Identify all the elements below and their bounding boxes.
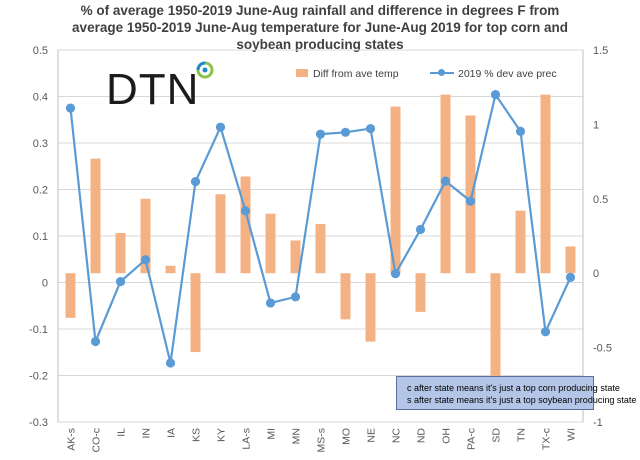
category-tick-label: MN: [291, 428, 303, 444]
title-line-2: average 1950-2019 June-Aug temperature f…: [72, 20, 568, 35]
temp-bar: [390, 106, 401, 274]
left-axis-tick-label: 0.2: [33, 185, 48, 197]
title-line-1: % of average 1950-2019 June-Aug rainfall…: [80, 3, 560, 18]
temp-bar: [190, 273, 201, 353]
category-tick-label: OH: [441, 428, 453, 444]
temp-bar: [65, 273, 76, 318]
category-tick-label: TN: [516, 428, 528, 442]
prec-point: [515, 126, 526, 136]
left-axis-tick-label: 0.1: [33, 231, 48, 243]
note-box: c after state means it's just a top corn…: [396, 376, 637, 410]
prec-point: [265, 298, 276, 308]
left-axis-tick-label: 0: [42, 278, 48, 290]
category-tick-label: IN: [141, 428, 153, 439]
category-tick-label: NC: [391, 428, 403, 444]
category-tick-label: MO: [341, 428, 353, 445]
prec-point: [565, 272, 576, 282]
right-axis-tick-label: -0.5: [593, 343, 612, 355]
prec-point: [290, 292, 301, 302]
temp-bar: [165, 265, 176, 274]
note-line-2: s after state means it's just a top soyb…: [407, 395, 637, 405]
prec-point: [90, 336, 101, 347]
category-tick-label: ND: [416, 428, 428, 444]
legend-label-prec: 2019 % dev ave prec: [458, 68, 557, 80]
prec-point: [165, 358, 176, 368]
temp-bar: [415, 273, 426, 312]
prec-point: [315, 129, 326, 139]
category-tick-label: AK-s: [66, 428, 78, 451]
temp-bar: [515, 210, 526, 274]
chart-title: % of average 1950-2019 June-Aug rainfall…: [0, 2, 640, 53]
left-axis-tick-label: -0.3: [29, 417, 48, 429]
category-tick-label: WI: [566, 428, 578, 441]
prec-point: [365, 123, 376, 134]
temp-bar: [565, 246, 576, 274]
temperature-bars: [65, 94, 576, 408]
prec-point: [215, 122, 226, 132]
temp-bar: [265, 213, 276, 274]
temp-bar: [540, 94, 551, 274]
right-axis-tick-label: 1.5: [593, 45, 608, 57]
precipitation-line: [65, 90, 576, 368]
temp-bar: [215, 194, 226, 274]
right-axis-tick-label: 0.5: [593, 194, 608, 206]
temp-bar: [240, 176, 251, 274]
prec-point: [465, 196, 476, 206]
prec-point: [440, 176, 451, 186]
temp-bar: [140, 198, 151, 274]
prec-point: [65, 103, 76, 113]
temp-bar: [340, 273, 351, 320]
dtn-logo-globe-icon: [196, 61, 214, 79]
prec-point: [540, 327, 551, 337]
category-tick-label: LA-s: [241, 428, 253, 450]
category-tick-label: TX-c: [541, 428, 553, 450]
prec-point: [115, 276, 126, 287]
prec-point: [240, 206, 251, 216]
temp-bar: [290, 240, 301, 274]
category-tick-label: KS: [191, 428, 203, 442]
right-axis-tick-label: -1: [593, 417, 603, 429]
left-axis-tick-label: -0.1: [29, 324, 48, 336]
prec-point: [490, 90, 501, 100]
legend-bar-swatch: [296, 69, 308, 77]
note-line-1: c after state means it's just a top corn…: [407, 383, 620, 393]
right-axis-tick-label: 0: [593, 268, 599, 280]
category-tick-label: SD: [491, 428, 503, 443]
category-tick-label: MS-s: [316, 428, 328, 453]
legend-label-temp: Diff from ave temp: [313, 68, 399, 80]
category-tick-label: PA-c: [466, 428, 478, 450]
temp-bar: [315, 224, 326, 274]
category-tick-label: NE: [366, 428, 378, 443]
legend-line-swatch: [430, 68, 454, 78]
category-tick-label: CO-c: [91, 428, 103, 453]
left-axis-tick-label: 0.3: [33, 138, 48, 150]
legend-item-prec: 2019 % dev ave prec: [430, 68, 557, 80]
prec-point: [140, 255, 151, 265]
axes: 0.5 0.4 0.3 0.2 0.1 0 -0.1 -0.2 -0.3 1.5 1 0.5 0 -0.5…: [29, 45, 612, 453]
prec-point: [390, 269, 401, 279]
temp-bar: [490, 273, 501, 408]
category-tick-label: IA: [166, 428, 178, 438]
left-axis-tick-label: 0.4: [33, 92, 48, 104]
temp-bar: [365, 273, 376, 342]
temp-bar: [465, 115, 476, 274]
prec-point: [415, 224, 426, 235]
legend-item-temp: Diff from ave temp: [296, 68, 399, 80]
left-axis-tick-label: 0.5: [33, 45, 48, 57]
prec-point: [190, 176, 201, 187]
temp-bar: [90, 158, 101, 274]
dtn-logo: DTN: [106, 61, 214, 110]
prec-point: [340, 127, 351, 137]
temp-bar: [115, 233, 126, 274]
category-tick-label: MI: [266, 428, 278, 440]
left-axis-tick-label: -0.2: [29, 371, 48, 383]
dtn-logo-text: DTN: [106, 65, 199, 110]
category-tick-label: KY: [216, 428, 228, 442]
category-tick-label: IL: [116, 428, 128, 437]
title-line-3: soybean producing states: [236, 37, 404, 52]
right-axis-tick-label: 1: [593, 119, 599, 131]
